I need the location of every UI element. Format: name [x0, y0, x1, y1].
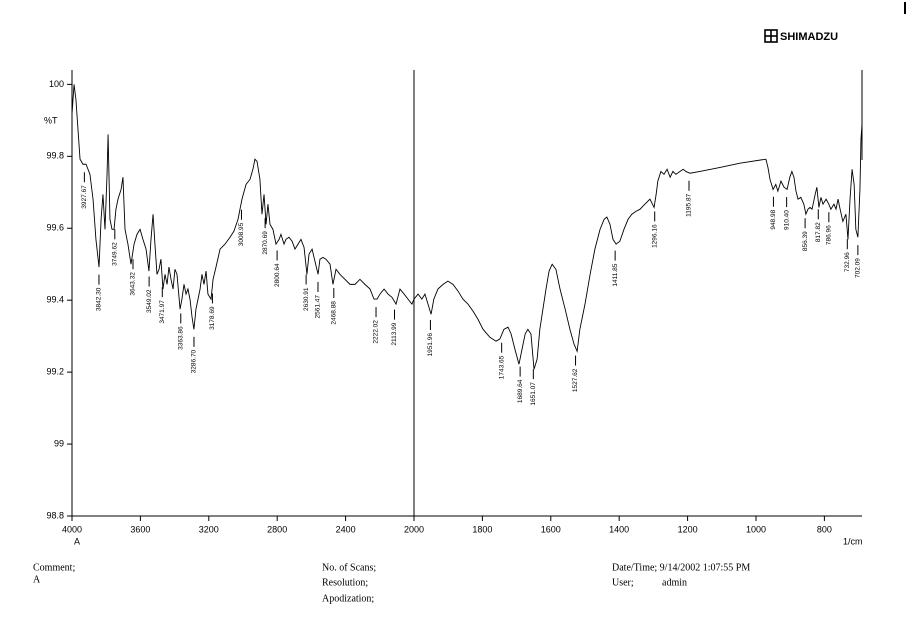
peak-label: 1689.64 [517, 379, 524, 403]
peak-label: 856.39 [802, 231, 809, 251]
comment-label: Comment; [33, 562, 75, 573]
peak-label: 910.40 [783, 210, 790, 230]
peak-label: 702.09 [855, 258, 862, 278]
peak-label: 1527.62 [572, 368, 579, 392]
apodization-label: Apodization; [322, 593, 374, 604]
peak-label: 2222.02 [373, 320, 380, 344]
y-tick-label: 99.8 [46, 151, 64, 161]
peak-label: 2468.88 [331, 301, 338, 325]
x-axis-label: 1/cm [843, 536, 863, 546]
datetime: Date/Time; 9/14/2002 1:07:55 PM [612, 562, 750, 573]
peak-label: 1651.07 [530, 382, 537, 406]
x-tick-label: 4000 [62, 524, 82, 534]
peak-label: 1743.65 [498, 355, 505, 379]
logo: SHIMADZU [764, 29, 838, 43]
peak-label: 2113.99 [391, 322, 398, 345]
x-tick-label: 1000 [746, 524, 766, 534]
user: admin [662, 577, 687, 588]
peak-label: 3008.95 [238, 222, 245, 246]
peak-label: 3286.70 [191, 349, 198, 373]
peak-label: 817.82 [815, 222, 822, 242]
y-tick-label: 99.4 [46, 295, 64, 305]
resolution-label: Resolution; [322, 577, 368, 588]
peak-label: 3178.69 [209, 306, 216, 330]
peak-label: 786.96 [826, 225, 833, 245]
x-note: A [74, 536, 80, 546]
peak-label: 3749.62 [112, 242, 119, 266]
peak-label: 1411.85 [612, 263, 619, 286]
y-tick-label: 99.6 [46, 223, 64, 233]
x-tick-label: 3200 [199, 524, 219, 534]
peak-label: 732.96 [844, 252, 851, 272]
x-tick-label: 1600 [541, 524, 561, 534]
comment: A [33, 574, 41, 585]
y-tick-label: 98.8 [46, 510, 64, 520]
peak-label: 3549.02 [146, 289, 153, 313]
logo-text: SHIMADZU [780, 31, 838, 43]
peak-label: 2800.64 [274, 263, 281, 287]
y-tick-label: 99.2 [46, 367, 64, 377]
peak-label: 1951.96 [427, 333, 434, 357]
y-tick-label: 99 [54, 438, 64, 448]
x-tick-label: 3600 [130, 524, 150, 534]
x-tick-label: 1200 [678, 524, 698, 534]
x-tick-label: 2400 [336, 524, 356, 534]
peak-label: 3363.86 [177, 326, 184, 350]
peak-label: 948.98 [770, 209, 777, 229]
x-tick-label: 1800 [472, 524, 492, 534]
peak-label: 3842.30 [96, 287, 103, 311]
peak-label: 3471.97 [159, 300, 166, 324]
x-tick-label: 2800 [267, 524, 287, 534]
peak-label: 3643.32 [130, 272, 137, 296]
peak-label: 2630.91 [303, 287, 310, 311]
x-tick-label: 1400 [609, 524, 629, 534]
peak-label: 2870.69 [262, 231, 269, 255]
peak-label: 1296.16 [651, 224, 658, 248]
spectrum-line [71, 84, 863, 370]
scans-label: No. of Scans; [322, 562, 376, 573]
x-tick-label: 800 [817, 524, 832, 534]
y-tick-label: 100 [49, 79, 64, 89]
y-axis-label: %T [44, 115, 58, 125]
peak-label: 2561.47 [315, 295, 322, 319]
user-label: User; [612, 577, 634, 588]
peak-label: 3927.67 [81, 185, 88, 209]
x-tick-label: 2000 [404, 524, 424, 534]
peak-label: 1195.87 [686, 193, 693, 216]
